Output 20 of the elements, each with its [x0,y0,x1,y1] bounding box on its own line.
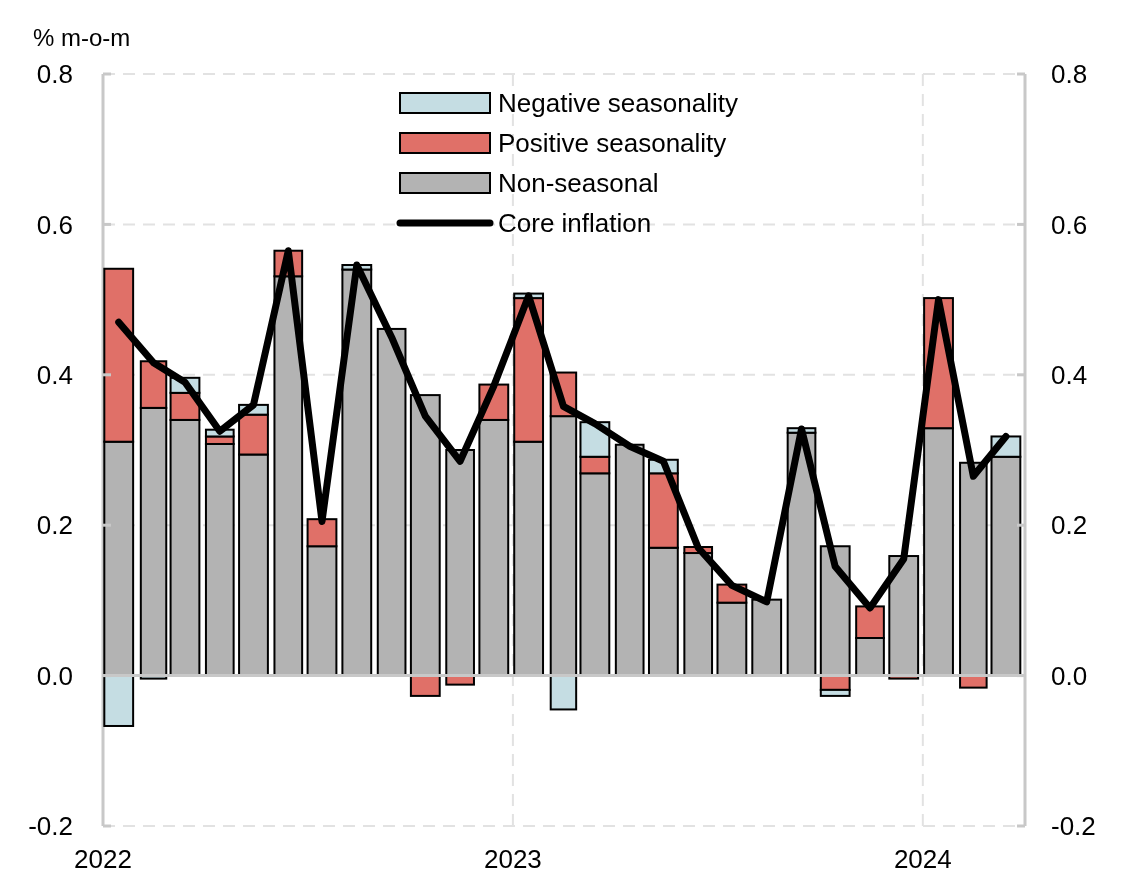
legend-label: Positive seasonality [498,128,727,159]
y-tick-label: -0.2 [28,811,73,842]
x-tick-label: 2024 [893,844,952,874]
x-tick-label: 2022 [74,844,132,874]
legend-label: Non-seasonal [498,168,659,199]
x-tick-label: 2023 [483,844,542,874]
y-tick-label: 0.4 [36,359,73,390]
y2-tick-label: 0.6 [1051,209,1088,240]
y2-tick-label: -0.2 [1051,811,1096,842]
y-tick-label: 0.6 [36,209,73,240]
y-tick-label: 0.8 [36,59,73,90]
y2-tick-label: 0.8 [1051,59,1088,90]
legend-label: Core inflation [498,208,652,239]
y2-tick-label: 0.0 [1051,660,1088,691]
legend-label: Negative seasonality [498,88,738,119]
y-axis-title: % m-o-m [33,24,131,51]
y2-tick-label: 0.4 [1051,359,1088,390]
y-tick-label: 0.2 [36,510,73,541]
y2-tick-label: 0.2 [1051,510,1088,541]
y-tick-label: 0.0 [36,660,73,691]
